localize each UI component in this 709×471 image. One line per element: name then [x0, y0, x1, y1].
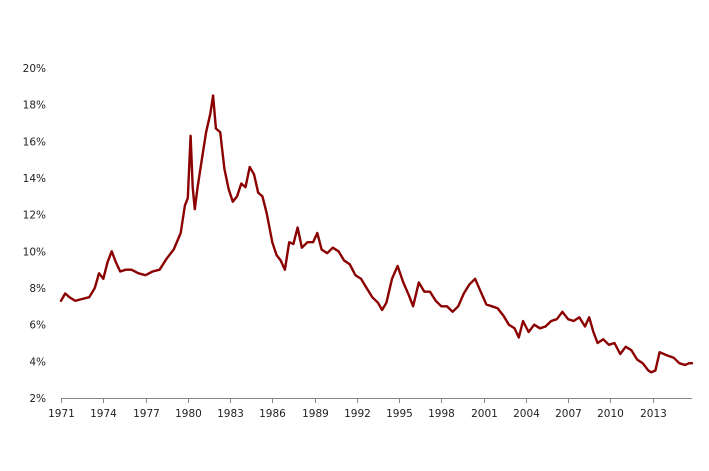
x-tick-label: 2013 — [640, 408, 667, 420]
x-tick-label: 1986 — [259, 408, 286, 420]
x-tick-label: 2001 — [471, 408, 498, 420]
x-tick-label: 1983 — [217, 408, 244, 420]
x-tick-label: 2004 — [513, 408, 540, 420]
x-tick-label: 1995 — [386, 408, 413, 420]
x-axis: 1971 1974 1977 1980 1983 1986 1989 1992 1995 1998… — [48, 398, 692, 420]
y-tick-label: 12% — [23, 210, 46, 222]
y-axis-labels: 2% 4% 6% 8% 10% 12% 14% 16% 18% 20% — [23, 63, 46, 405]
x-tick-label: 1980 — [175, 408, 202, 420]
x-tick-label: 2010 — [597, 408, 624, 420]
x-tick-label: 1977 — [133, 408, 160, 420]
y-tick-label: 4% — [29, 356, 46, 368]
y-tick-label: 10% — [23, 246, 46, 258]
y-tick-label: 14% — [23, 173, 46, 185]
y-tick-label: 8% — [29, 283, 46, 295]
x-tick-label: 1998 — [428, 408, 455, 420]
y-tick-label: 20% — [23, 63, 46, 75]
x-tick-label: 1989 — [302, 408, 329, 420]
x-tick-label: 2007 — [555, 408, 582, 420]
rate-series-line — [59, 94, 694, 374]
x-axis-ticks — [61, 398, 654, 403]
y-tick-label: 18% — [23, 100, 46, 112]
x-tick-label: 1974 — [90, 408, 117, 420]
x-axis-labels: 1971 1974 1977 1980 1983 1986 1989 1992 1995 1998… — [48, 408, 667, 420]
y-tick-label: 16% — [23, 136, 46, 148]
x-tick-label: 1971 — [48, 408, 75, 420]
x-tick-label: 1992 — [344, 408, 371, 420]
y-tick-label: 2% — [29, 393, 46, 405]
y-tick-label: 6% — [29, 320, 46, 332]
